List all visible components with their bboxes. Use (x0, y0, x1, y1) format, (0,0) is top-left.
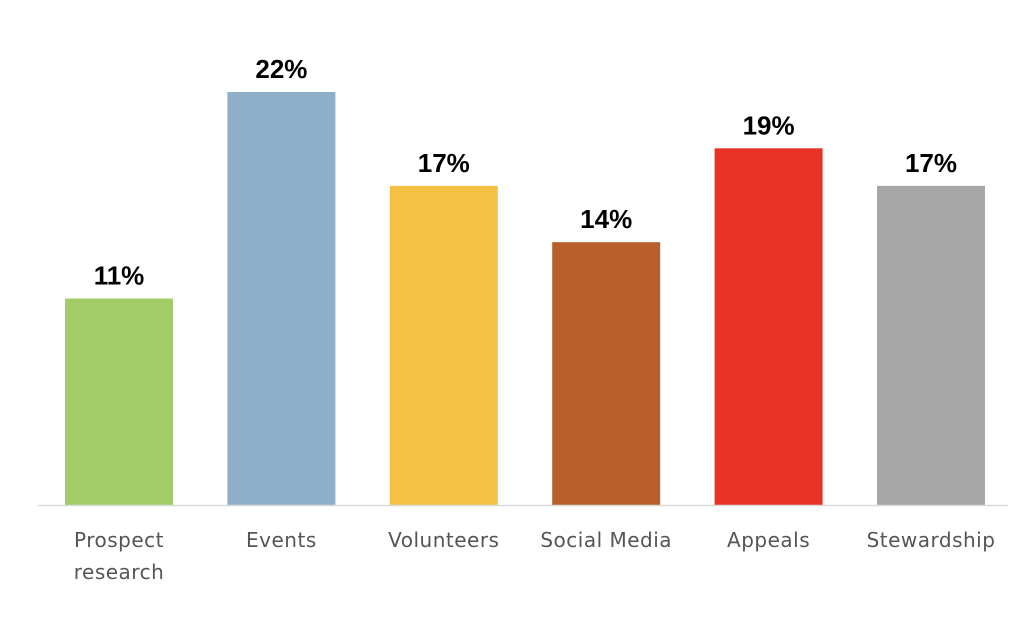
category-label: Appeals (727, 528, 810, 552)
data-label: 17% (418, 148, 470, 178)
category-label-line: Volunteers (388, 528, 499, 552)
category-labels-group: Prospect research Events Volunteers Social M… (74, 528, 996, 584)
data-label: 14% (580, 204, 632, 234)
bar (389, 185, 498, 505)
data-label: 17% (905, 148, 957, 178)
category-label-line: Events (246, 528, 317, 552)
bar (714, 148, 823, 506)
category-label: Events (246, 528, 317, 552)
data-label: 22% (255, 54, 307, 84)
value-labels-group: 11% 22% 17% 14% 19% 17% (94, 54, 957, 291)
bar (227, 92, 336, 505)
category-label: Volunteers (388, 528, 499, 552)
category-label-line: Appeals (727, 528, 810, 552)
category-label-line: Social Media (540, 528, 672, 552)
category-label: Social Media (540, 528, 672, 552)
data-label: 11% (94, 261, 145, 291)
data-label: 19% (743, 110, 795, 140)
bars-group (65, 92, 985, 506)
category-label-line: Stewardship (867, 528, 996, 552)
category-label-line: Prospect (74, 528, 164, 552)
bar (65, 298, 173, 505)
category-label-line: research (74, 560, 165, 584)
bar (877, 185, 985, 505)
category-label: Stewardship (867, 528, 996, 552)
category-label: Prospect research (74, 528, 165, 584)
bar (552, 242, 661, 505)
